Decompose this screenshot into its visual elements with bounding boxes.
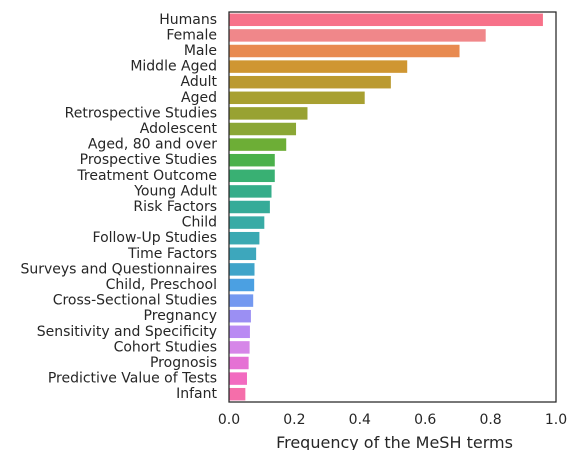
- bar: [229, 309, 251, 323]
- bar: [229, 122, 297, 136]
- category-label: Time Factors: [127, 246, 217, 262]
- category-label: Prognosis: [150, 355, 217, 371]
- bar: [229, 325, 250, 339]
- category-label: Sensitivity and Specificity: [37, 324, 217, 340]
- bar: [229, 75, 391, 89]
- bar: [229, 91, 365, 105]
- category-label: Follow-Up Studies: [93, 230, 217, 246]
- category-label: Risk Factors: [133, 199, 217, 215]
- x-tick-label: 0.2: [283, 412, 305, 428]
- category-label: Surveys and Questionnaires: [20, 261, 217, 277]
- x-tick-label: 0.8: [479, 412, 501, 428]
- bars-group: [229, 13, 543, 401]
- category-label: Middle Aged: [130, 59, 217, 75]
- x-tick-label: 0.6: [414, 412, 436, 428]
- bar: [229, 294, 254, 307]
- x-axis-ticks: 0.0 0.2 0.4 0.6 0.8 1.0: [218, 412, 567, 428]
- x-tick-label: 0.4: [349, 412, 371, 428]
- category-label: Adolescent: [140, 121, 218, 137]
- category-label: Infant: [176, 386, 217, 402]
- bar: [229, 278, 255, 292]
- bar: [229, 169, 275, 183]
- bar: [229, 13, 543, 27]
- category-label: Child, Preschool: [106, 277, 217, 293]
- bar: [229, 216, 265, 229]
- bar: [229, 263, 255, 276]
- bar: [229, 387, 246, 401]
- bar: [229, 138, 287, 151]
- x-tick-label: 1.0: [545, 412, 567, 428]
- category-label: Pregnancy: [144, 308, 217, 324]
- category-label: Humans: [159, 12, 217, 28]
- bar: [229, 231, 260, 245]
- bar: [229, 247, 257, 261]
- bar: [229, 153, 275, 167]
- bar: [229, 356, 249, 370]
- category-label: Cohort Studies: [114, 339, 217, 355]
- category-label: Retrospective Studies: [65, 105, 217, 121]
- category-label: Male: [184, 43, 217, 59]
- category-label: Aged, 80 and over: [88, 137, 217, 153]
- category-label: Young Adult: [133, 183, 217, 199]
- x-axis-title: Frequency of the MeSH terms: [276, 433, 513, 450]
- category-label: Predictive Value of Tests: [48, 371, 217, 387]
- category-label: Treatment Outcome: [76, 168, 217, 184]
- bar: [229, 185, 272, 198]
- category-label: Adult: [181, 74, 218, 90]
- bar: [229, 372, 247, 385]
- category-label: Prospective Studies: [80, 152, 217, 168]
- plot-frame: [228, 11, 557, 403]
- bar: [229, 200, 270, 214]
- x-tick-label: 0.0: [218, 412, 240, 428]
- bar: [229, 107, 308, 120]
- bar: [229, 341, 250, 354]
- category-label: Cross-Sectional Studies: [53, 293, 217, 309]
- category-label: Child: [182, 215, 217, 231]
- bar: [229, 60, 408, 73]
- category-label: Female: [166, 27, 217, 43]
- bar: [229, 44, 460, 58]
- bar: [229, 29, 486, 42]
- category-label: Aged: [181, 90, 217, 106]
